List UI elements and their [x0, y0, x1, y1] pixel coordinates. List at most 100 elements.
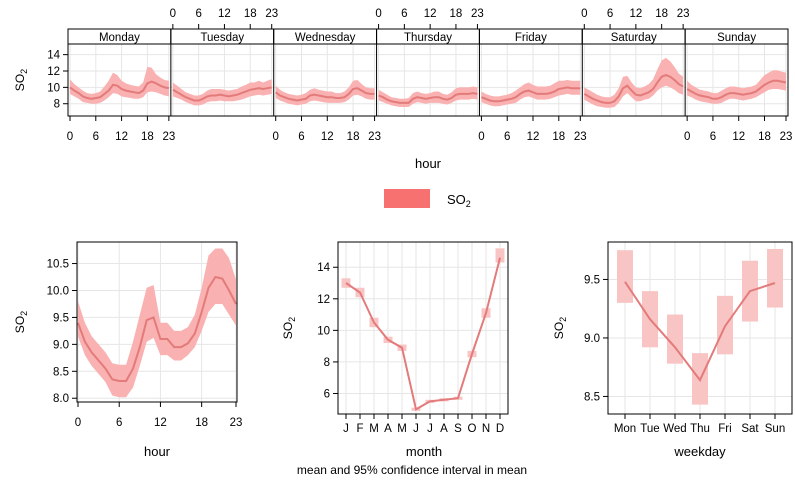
ci-band: [78, 248, 236, 398]
y-tick-label: 9.5: [53, 312, 69, 324]
ci-band-monday: [70, 66, 169, 104]
strip-label: Monday: [99, 32, 140, 44]
x-tick-label: 12: [115, 131, 128, 143]
series-line-wednesday: [275, 87, 375, 102]
y-tick-label: 12: [47, 66, 60, 78]
plot-frame: [67, 43, 789, 117]
x-tick-label: 12: [732, 131, 745, 143]
weekday-panel: 8.5 9.0 9.5 Mon Tue Wed Thu Fri Sat Sun SO2 weekday: [552, 241, 793, 459]
x-tick-label: 0: [478, 131, 484, 143]
y-axis-label: SO2: [552, 317, 568, 339]
x-tick-label: 6: [195, 8, 201, 20]
x-axis-label: hour: [144, 444, 171, 459]
x-tick-label: 18: [141, 131, 154, 143]
series-line: [77, 275, 237, 382]
x-tick-label: S: [454, 423, 462, 435]
plot-background: [338, 242, 508, 414]
x-tick-label: 23: [368, 131, 381, 143]
x-tick-label: 18: [450, 8, 463, 20]
x-tick-label: F: [356, 423, 363, 435]
x-tick-label: J: [413, 423, 419, 435]
x-tick-label: Mon: [614, 423, 636, 435]
x-tick-label: 12: [218, 8, 231, 20]
ci-band-sunday: [687, 70, 786, 104]
series-line-saturday: [583, 74, 684, 104]
x-tick-label: 0: [170, 8, 176, 20]
x-tick-label: 0: [684, 131, 690, 143]
x-tick-label: 12: [629, 8, 642, 20]
y-tick-label: 8.5: [584, 391, 600, 403]
y-tick-label: 8: [54, 99, 60, 111]
x-tick-label: 12: [154, 417, 167, 429]
ci-box-sun: [767, 249, 783, 308]
x-tick-label: 0: [581, 8, 587, 20]
y-tick-label: 8.0: [53, 393, 69, 405]
y-axis-label: SO2: [13, 69, 29, 91]
x-tick-label: Tue: [640, 423, 659, 435]
ci-band-saturday: [584, 57, 684, 108]
x-tick-label: A: [384, 423, 392, 435]
y-tick-label: 6: [324, 388, 330, 400]
x-tick-label: Wed: [663, 423, 686, 435]
series-line-tuesday: [172, 86, 272, 102]
weekday-hour-panel: Monday Tuesday Wednesday Thursday Friday Satu…: [13, 8, 792, 171]
x-axis-label: hour: [415, 156, 442, 171]
y-tick-label: 12: [317, 294, 330, 306]
x-tick-label: N: [482, 423, 490, 435]
x-axis-label: month: [406, 444, 442, 459]
series-line: [345, 257, 501, 411]
x-tick-label: 6: [504, 131, 510, 143]
x-tick-label: 0: [75, 417, 81, 429]
x-tick-label: J: [427, 423, 433, 435]
x-tick-label: 12: [424, 8, 437, 20]
x-tick-label: J: [343, 423, 349, 435]
x-tick-label: 23: [265, 8, 278, 20]
y-axis-label: SO2: [281, 317, 297, 339]
x-axis-label: weekday: [673, 444, 726, 459]
hour-panel: 8.0 8.5 9.0 9.5 10.0 10.5 0 6 12 18 23 SO2 hour: [13, 241, 243, 459]
x-tick-label: 12: [527, 131, 540, 143]
y-tick-label: 9.0: [53, 339, 69, 351]
x-tick-label: 23: [780, 131, 793, 143]
x-tick-label: 23: [162, 131, 175, 143]
y-tick-label: 10.0: [47, 285, 69, 297]
x-tick-label: 18: [195, 417, 208, 429]
series-line-thursday: [378, 92, 478, 104]
x-tick-label: 6: [298, 131, 304, 143]
y-tick-label: 10: [317, 325, 330, 337]
x-tick-label: Thu: [690, 423, 710, 435]
x-tick-label: 6: [401, 8, 407, 20]
series-line-sunday: [686, 79, 787, 100]
x-tick-label: 6: [607, 8, 613, 20]
x-tick-label: 23: [230, 417, 243, 429]
ci-box-mon: [617, 250, 633, 303]
strip-label: Friday: [515, 32, 547, 44]
x-tick-label: M: [369, 423, 379, 435]
series-line-friday: [481, 86, 581, 103]
y-tick-label: 10.5: [47, 259, 69, 271]
x-tick-label: 18: [552, 131, 565, 143]
legend-label: SO2: [447, 192, 471, 209]
x-tick-label: Sat: [741, 423, 759, 435]
series-line-monday: [69, 80, 170, 100]
plot-frame: [337, 241, 509, 415]
y-tick-label: 8.5: [53, 366, 69, 378]
ci-box-wed: [667, 314, 683, 364]
y-tick-label: 9.5: [584, 274, 600, 286]
y-tick-label: 14: [317, 262, 330, 274]
strip-label: Thursday: [404, 32, 452, 44]
x-tick-label: 18: [347, 131, 360, 143]
ci-box-D: [495, 248, 505, 263]
x-tick-label: 18: [758, 131, 771, 143]
strip-label: Sunday: [717, 32, 756, 44]
x-tick-label: 18: [244, 8, 257, 20]
x-tick-label: 0: [375, 8, 381, 20]
x-tick-label: 23: [677, 8, 690, 20]
x-tick-label: Sun: [765, 423, 785, 435]
x-tick-label: 6: [116, 417, 122, 429]
ci-band-tuesday: [172, 79, 272, 106]
x-tick-label: 18: [655, 8, 668, 20]
x-tick-label: D: [496, 423, 504, 435]
